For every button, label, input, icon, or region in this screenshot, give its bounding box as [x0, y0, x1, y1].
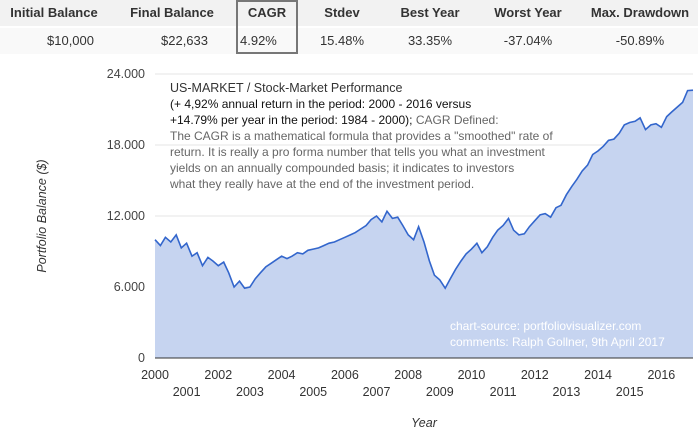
x-tick-label: 2008: [394, 368, 422, 382]
annotation-gray-3: yields on an annually compounded basis; …: [170, 161, 514, 175]
x-tick-label: 2016: [647, 368, 675, 382]
annotation-block: US-MARKET / Stock-Market Performance (+ …: [169, 81, 553, 191]
x-tick-label: 2011: [490, 385, 517, 399]
x-tick-label: 2010: [458, 368, 486, 382]
x-tick-label: 2000: [141, 368, 169, 382]
value-initial-balance: $10,000: [47, 33, 94, 48]
header-cagr: CAGR: [247, 5, 287, 20]
x-tick-label: 2005: [299, 385, 327, 399]
cagr-highlight-box: [236, 0, 298, 54]
x-tick-label: 2001: [173, 385, 201, 399]
annotation-line-1: (+ 4,92% annual return in the period: 20…: [170, 97, 471, 111]
y-tick-label: 0: [138, 351, 145, 365]
y-tick-label: 18.000: [107, 138, 145, 152]
stats-header-row: Initial Balance Final Balance CAGR Stdev…: [0, 0, 698, 26]
comment-credit: comments: Ralph Gollner, 9th April 2017: [450, 335, 665, 349]
x-tick-labels: 2000 2002 2004 2006 2008 2010 2012 2014 2016 2001…: [141, 368, 675, 399]
x-tick-label: 2006: [331, 368, 359, 382]
value-stdev: 15.48%: [319, 33, 365, 48]
value-worst-year: -37.04%: [503, 33, 553, 48]
series-line: [154, 89, 694, 290]
x-tick-label: 2007: [363, 385, 391, 399]
stats-value-row: $10,000 $22,633 4.92% 15.48% 33.35% -37.…: [0, 28, 698, 54]
annotation-title: US-MARKET / Stock-Market Performance: [170, 81, 403, 95]
x-tick-label: 2012: [521, 368, 549, 382]
y-axis-label: Portfolio Balance ($): [35, 159, 49, 272]
x-tick-label: 2009: [426, 385, 454, 399]
x-tick-label: 2014: [584, 368, 612, 382]
source-credit: chart-source: portfoliovisualizer.com: [450, 319, 641, 333]
header-stdev: Stdev: [324, 5, 360, 20]
annotation-line-2a: +14.79% per year in the period: 1984 - 2…: [170, 113, 413, 127]
y-tick-label: 6.000: [114, 280, 145, 294]
annotation-line-2: +14.79% per year in the period: 1984 - 2…: [170, 113, 499, 127]
header-max-drawdown: Max. Drawdown: [590, 5, 690, 20]
value-final-balance: $22,633: [161, 33, 208, 48]
value-best-year: 33.35%: [407, 33, 453, 48]
header-final-balance: Final Balance: [130, 5, 214, 20]
x-tick-label: 2003: [236, 385, 264, 399]
series-area: [155, 90, 693, 358]
x-tick-label: 2015: [616, 385, 644, 399]
header-initial-balance: Initial Balance: [10, 5, 98, 20]
y-tick-labels: 0 6.000 12.000 18.000 24.000: [107, 67, 145, 365]
y-tick-label: 12.000: [107, 209, 145, 223]
value-max-drawdown: -50.89%: [615, 33, 665, 48]
annotation-gray-1: The CAGR is a mathematical formula that …: [170, 129, 553, 143]
x-tick-label: 2002: [204, 368, 232, 382]
annotation-line-2b: CAGR Defined:: [413, 113, 499, 127]
stats-table: Initial Balance Final Balance CAGR Stdev…: [0, 0, 698, 56]
x-axis-label: Year: [411, 416, 438, 430]
x-tick-label: 2004: [268, 368, 296, 382]
annotation-gray-4: what they really have at the end of the …: [169, 177, 474, 191]
annotation-gray-2: return. It is really a pro forma number …: [170, 145, 546, 159]
x-tick-label: 2013: [553, 385, 581, 399]
header-best-year: Best Year: [400, 5, 460, 20]
header-worst-year: Worst Year: [494, 5, 562, 20]
value-cagr: 4.92%: [240, 33, 277, 48]
y-tick-label: 24.000: [107, 67, 145, 81]
